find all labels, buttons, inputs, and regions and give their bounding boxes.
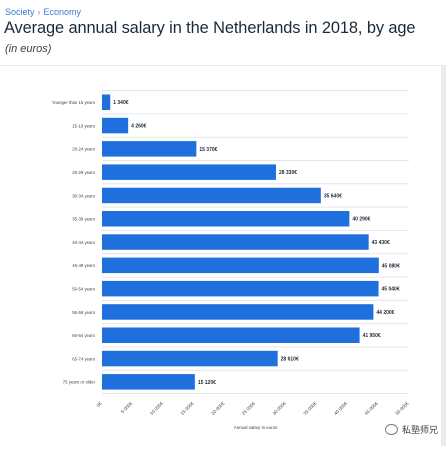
data-label: 43 430€ <box>372 240 390 246</box>
data-label: 4 260€ <box>131 123 147 129</box>
page-subtitle: (in euros) <box>5 43 52 55</box>
category-label: 50-54 years <box>72 286 95 291</box>
scroll-strip <box>441 65 446 446</box>
bar-5 <box>102 187 321 204</box>
category-label: 15-19 years <box>72 123 95 128</box>
category-label: 25-29 years <box>72 170 95 175</box>
x-tick-label: 45 000€ <box>364 400 380 416</box>
x-tick-label: 15 000€ <box>180 400 196 416</box>
bar-2 <box>102 117 129 134</box>
x-tick-label: 40 000€ <box>333 400 349 416</box>
data-label: 35 640€ <box>324 193 342 199</box>
category-label: 20-24 years <box>72 147 95 152</box>
data-label: 1 340€ <box>113 100 129 106</box>
data-label: 45 080€ <box>382 263 400 269</box>
data-label: 28 610€ <box>281 356 299 362</box>
category-label: 40-44 years <box>72 240 95 245</box>
category-label: 30-34 years <box>72 193 95 198</box>
data-label: 41 950€ <box>363 333 381 339</box>
bar-13 <box>102 374 195 390</box>
category-label: 75 years or older <box>63 380 96 385</box>
x-tick-label: 10 000€ <box>149 400 165 416</box>
chart-container: Younger than 15 years 1 340€ 15-19 years 4 … <box>0 65 441 447</box>
bar-chart: Younger than 15 years 1 340€ 15-19 years 4 … <box>52 90 410 430</box>
watermark-text: 私塾师兄 <box>401 425 438 435</box>
bar-9 <box>102 280 379 297</box>
bar-8 <box>102 257 379 274</box>
x-axis-title: Annual salary in euros <box>234 425 278 430</box>
data-label: 45 040€ <box>382 287 400 293</box>
bar-3 <box>102 141 197 157</box>
bar-7 <box>102 234 369 250</box>
watermark: 私塾师兄 <box>384 423 438 436</box>
x-tick-label: 25 000€ <box>241 400 257 416</box>
breadcrumb-society-link[interactable]: Society <box>5 7 35 17</box>
chat-bubble-icon <box>384 424 398 435</box>
category-label: Younger than 15 years <box>52 100 95 105</box>
bar-6 <box>102 211 350 227</box>
bar-11 <box>102 327 360 343</box>
bar-12 <box>102 350 278 367</box>
breadcrumb-economy-link[interactable]: Economy <box>43 7 82 17</box>
data-label: 28 330€ <box>279 170 297 176</box>
data-label: 44 200€ <box>376 310 394 316</box>
category-label: 60-64 years <box>72 333 95 338</box>
x-tick-label: 50 000€ <box>394 400 410 416</box>
bar-10 <box>102 304 374 320</box>
category-label: 55-59 years <box>72 310 95 315</box>
breadcrumb-separator: › <box>37 7 41 17</box>
x-tick-label: 20 000€ <box>210 400 226 416</box>
x-tick-label: 0€ <box>96 400 103 407</box>
x-tick-label: 35 000€ <box>302 400 318 416</box>
page-title: Average annual salary in the Netherlands… <box>4 19 416 37</box>
category-label: 45-49 years <box>72 263 95 268</box>
category-label: 65-74 years <box>72 356 95 361</box>
x-tick-label: 30 000€ <box>272 400 288 416</box>
data-label: 15 370€ <box>199 147 217 153</box>
x-tick-label: 5 000€ <box>120 400 134 414</box>
bar-1 <box>102 94 111 110</box>
data-label: 15 120€ <box>198 380 216 386</box>
bar-4 <box>102 164 276 180</box>
breadcrumb: Society › Economy <box>5 7 81 17</box>
category-label: 35-39 years <box>72 217 95 222</box>
data-label: 40 290€ <box>352 217 370 223</box>
